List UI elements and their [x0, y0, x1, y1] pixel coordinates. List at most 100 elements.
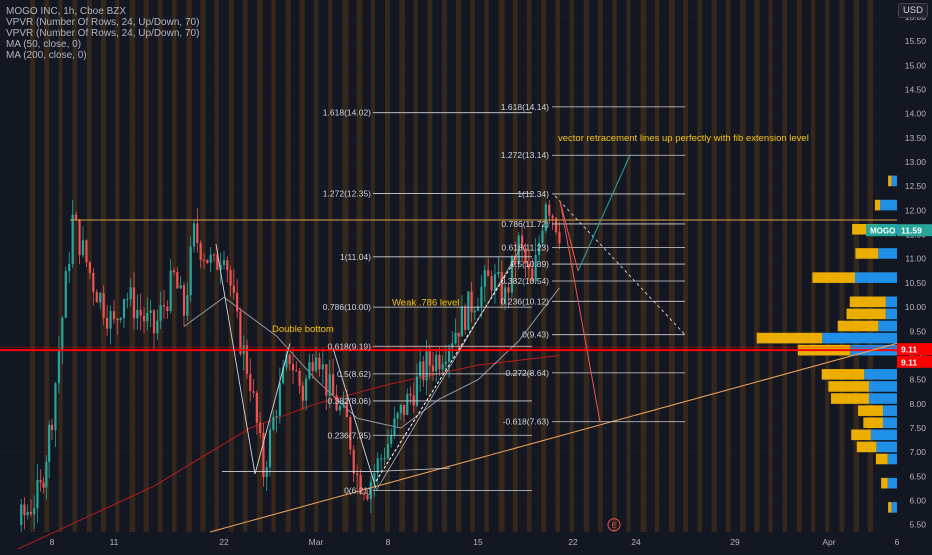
fib1-label: 0.618(9.19): [328, 341, 372, 351]
candle-body: [325, 364, 328, 396]
candle-body: [126, 298, 129, 300]
session-band: [115, 0, 120, 532]
candle-body: [500, 271, 503, 304]
session-band: [754, 0, 760, 532]
candle-body: [490, 276, 493, 291]
candle-body: [332, 374, 335, 396]
candle-body: [396, 413, 399, 419]
candle-body: [85, 240, 88, 263]
candle-body: [428, 351, 431, 366]
candle-body: [23, 504, 26, 516]
candle-body: [457, 332, 460, 337]
candle-body: [202, 259, 206, 261]
candle-body: [467, 291, 470, 330]
candle-body: [431, 365, 435, 372]
volume-profile-bar-down: [756, 332, 823, 344]
candle-body: [454, 332, 457, 344]
red-arrow-short: [559, 200, 579, 271]
candle-body: [514, 255, 517, 264]
annotation-double-bottom: Double bottom: [272, 324, 334, 335]
candle-body: [20, 504, 23, 525]
session-band: [740, 0, 746, 532]
candle-body: [419, 361, 422, 377]
fib2-label: 1(12.34): [517, 189, 549, 199]
candle-body: [282, 367, 285, 384]
fib2-label: 0.382(10.54): [501, 276, 549, 286]
session-band: [441, 0, 447, 532]
candle-body: [504, 287, 507, 304]
fib2-label: -0.272(8.64): [503, 368, 549, 378]
candle-body: [534, 255, 537, 282]
red-line-badge-a: 9.11: [897, 343, 932, 356]
candle-body: [366, 494, 369, 500]
fib2-label: 0.236(10.12): [501, 296, 549, 306]
candle-body: [265, 467, 268, 478]
volume-profile-bar-up: [891, 175, 897, 187]
session-band: [228, 0, 234, 532]
volume-profile-bar-down: [830, 393, 869, 404]
session-band: [768, 0, 773, 532]
candle-body: [487, 270, 490, 277]
annotation-weak-786: Weak .786 level: [392, 297, 459, 308]
candle-body: [88, 262, 91, 273]
fib1-label: 0.5(8.62): [337, 369, 371, 379]
session-band: [711, 0, 717, 532]
candle-body: [61, 317, 64, 351]
candle-body: [216, 254, 219, 270]
currency-badge[interactable]: USD: [897, 3, 928, 18]
volume-profile-bar-down: [888, 175, 892, 187]
legend-vpvr-2[interactable]: VPVR (Number Of Rows, 24, Up/Down, 70): [6, 28, 200, 39]
session-band: [30, 0, 35, 532]
fib1-label: 0.382(8.06): [328, 396, 372, 406]
candle-body: [342, 401, 345, 406]
session-band: [484, 0, 489, 532]
session-band: [271, 0, 276, 532]
candle-body: [285, 354, 288, 368]
candle-body: [425, 351, 428, 381]
candles: [20, 199, 561, 533]
candle-body: [176, 272, 179, 289]
session-band: [342, 0, 349, 532]
session-band: [867, 0, 874, 532]
session-band: [129, 0, 136, 532]
ma-50-line: [183, 287, 560, 429]
candle-body: [541, 230, 544, 243]
legend-vpvr-1[interactable]: VPVR (Number Of Rows, 24, Up/Down, 70): [6, 17, 200, 28]
price-tick-label: 8.00: [909, 399, 926, 409]
volume-profile: [756, 175, 897, 513]
candle-body: [510, 255, 514, 293]
volume-profile-bar-up: [854, 272, 897, 283]
price-tick-label: 15.50: [905, 36, 927, 46]
volume-profile-bar-down: [875, 453, 888, 465]
session-band: [399, 0, 406, 532]
candle-body: [249, 373, 252, 392]
legend-ma-200[interactable]: MA (200, close, 0): [6, 50, 87, 61]
candle-body: [169, 270, 172, 312]
candle-body: [119, 318, 122, 320]
volume-profile-bar-up: [887, 477, 897, 489]
candle-body: [152, 310, 156, 334]
legend-title[interactable]: MOGO INC, 1h, Cboe BZX: [6, 6, 127, 17]
session-band: [598, 0, 603, 532]
earnings-marker: E: [607, 518, 621, 532]
volume-profile-bar-down: [821, 369, 865, 380]
candle-body: [139, 309, 142, 316]
candle-body: [298, 370, 301, 386]
chart-legend: MOGO INC, 1h, Cboe BZX VPVR (Number Of R…: [6, 6, 199, 61]
candle-body: [390, 435, 393, 444]
candle-body: [162, 305, 166, 307]
session-band: [328, 0, 333, 532]
price-tick-label: 6.50: [909, 471, 926, 481]
price-tick-label: 14.00: [905, 109, 927, 119]
legend-ma-50[interactable]: MA (50, close, 0): [6, 39, 82, 50]
session-band: [697, 0, 702, 532]
price-tick-label: 10.50: [905, 278, 927, 288]
candle-body: [305, 378, 308, 401]
candle-body: [435, 354, 438, 372]
candle-body: [172, 270, 176, 273]
candle-body: [321, 364, 324, 370]
candle-body: [527, 263, 530, 269]
session-band: [385, 0, 390, 532]
